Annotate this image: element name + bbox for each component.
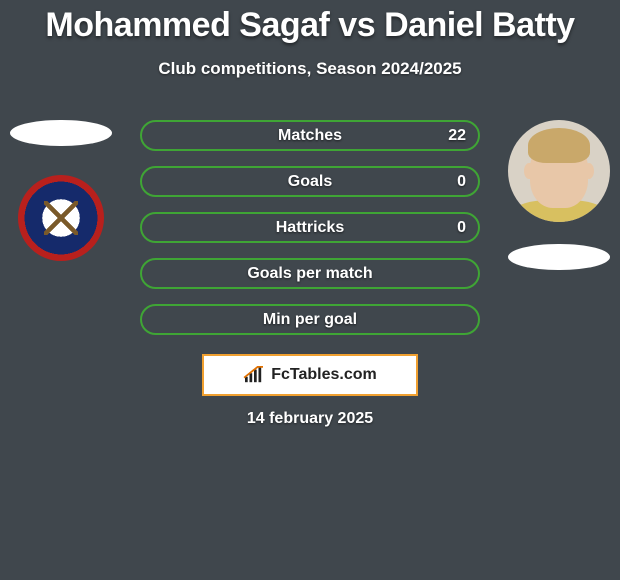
stat-label: Matches bbox=[278, 127, 342, 145]
left-club-badge bbox=[11, 168, 111, 268]
stat-right-value: 0 bbox=[445, 168, 478, 195]
branding-link[interactable]: FcTables.com bbox=[202, 354, 418, 396]
stat-row-goals-per-match: Goals per match bbox=[140, 258, 480, 289]
stat-right-value bbox=[454, 260, 478, 287]
date-label: 14 february 2025 bbox=[0, 410, 620, 428]
stat-right-value: 0 bbox=[445, 214, 478, 241]
branding-text: FcTables.com bbox=[271, 366, 377, 384]
stat-left-value bbox=[142, 260, 166, 287]
right-club-badge bbox=[508, 244, 610, 270]
stat-right-value bbox=[454, 306, 478, 333]
page-title: Mohammed Sagaf vs Daniel Batty bbox=[0, 0, 620, 45]
crest-icon bbox=[18, 175, 104, 261]
stat-left-value bbox=[142, 214, 166, 241]
bar-chart-icon bbox=[243, 366, 265, 384]
stat-label: Goals per match bbox=[247, 265, 372, 283]
left-player-avatar bbox=[10, 120, 112, 146]
stat-row-min-per-goal: Min per goal bbox=[140, 304, 480, 335]
stat-left-value bbox=[142, 306, 166, 333]
right-player-avatar bbox=[508, 120, 610, 222]
left-player-column bbox=[6, 120, 116, 268]
stat-label: Goals bbox=[288, 173, 332, 191]
stat-left-value bbox=[142, 168, 166, 195]
stat-right-value: 22 bbox=[436, 122, 478, 149]
player-face-icon bbox=[508, 120, 610, 222]
stat-left-value bbox=[142, 122, 166, 149]
stat-row-matches: Matches 22 bbox=[140, 120, 480, 151]
right-player-column bbox=[504, 120, 614, 270]
stat-label: Hattricks bbox=[276, 219, 344, 237]
subtitle: Club competitions, Season 2024/2025 bbox=[0, 59, 620, 79]
stat-row-goals: Goals 0 bbox=[140, 166, 480, 197]
stats-table: Matches 22 Goals 0 Hattricks 0 Goals per… bbox=[140, 120, 480, 335]
stat-row-hattricks: Hattricks 0 bbox=[140, 212, 480, 243]
stat-label: Min per goal bbox=[263, 311, 357, 329]
